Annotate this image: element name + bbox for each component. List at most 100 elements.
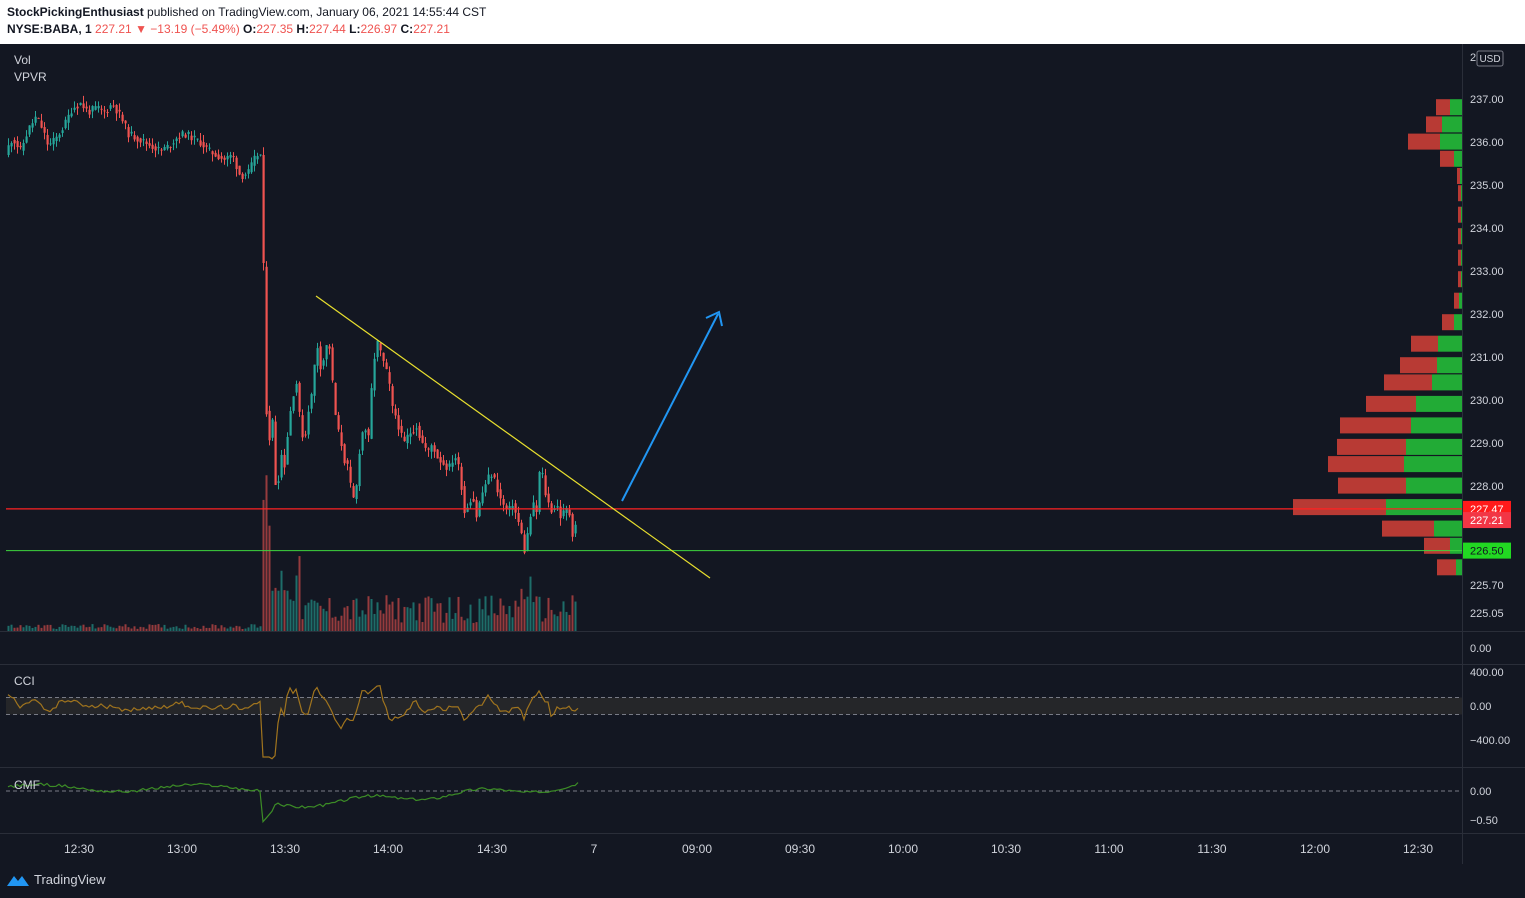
volume-bar	[310, 599, 313, 631]
vpvr-indicator-label[interactable]: VPVR	[14, 70, 47, 84]
volume-bar	[532, 602, 535, 631]
volume-bar	[277, 590, 280, 631]
volume-bar	[499, 598, 502, 631]
candle-body	[484, 484, 487, 493]
volume-bar	[157, 624, 160, 631]
volume-bar	[487, 615, 490, 631]
volume-bar	[187, 627, 190, 631]
vp-up-bar	[1437, 357, 1462, 374]
volume-bar	[358, 616, 361, 631]
close-value: 227.21	[413, 22, 450, 36]
volume-bar	[7, 625, 10, 631]
candle-body	[10, 143, 13, 147]
candle-body	[376, 340, 379, 358]
candle-body	[268, 410, 271, 441]
vol-indicator-label[interactable]: Vol	[14, 53, 31, 67]
chart-area[interactable]: 400.00 0.00 −400.00 0.00 −0.50 237.00 236.00…	[0, 44, 1525, 864]
candle-body	[82, 103, 85, 109]
volume-bar	[508, 606, 511, 631]
candle-body	[223, 157, 226, 160]
volume-bar	[436, 603, 439, 631]
candle-body	[259, 154, 262, 156]
candle-body	[7, 145, 10, 155]
candle-body	[496, 479, 499, 493]
currency-badge[interactable]	[1476, 50, 1504, 67]
price-marker-badge	[1463, 512, 1511, 529]
volume-bar	[103, 624, 106, 631]
volume-bar	[118, 625, 121, 631]
volume-bar	[124, 624, 127, 631]
candle-body	[385, 362, 388, 370]
symbol-label[interactable]: NYSE:BABA, 1	[7, 22, 92, 36]
candle-body	[175, 138, 178, 142]
tradingview-logo-icon[interactable]	[6, 873, 30, 887]
volume-bar	[28, 625, 31, 631]
volume-bar	[463, 620, 466, 631]
volume-bar	[343, 607, 346, 631]
currency-label: USD	[1479, 54, 1500, 65]
volume-bar	[304, 605, 307, 631]
volume-bar	[55, 628, 58, 631]
cmf-tick-label: −0.50	[1470, 815, 1498, 827]
time-tick-label: 14:30	[477, 842, 507, 856]
candle-body	[544, 475, 547, 496]
price-tick-label: 225.05	[1470, 608, 1504, 620]
volume-bar	[379, 610, 382, 631]
candle-body	[289, 411, 292, 436]
volume-bar	[268, 525, 271, 631]
candle-body	[64, 119, 67, 129]
volume-bar	[346, 606, 349, 631]
vp-down-bar	[1366, 395, 1416, 412]
candle-body	[520, 522, 523, 534]
volume-bar	[148, 624, 151, 631]
candle-body	[22, 142, 25, 151]
cmf-indicator-label[interactable]: CMF	[14, 778, 40, 792]
candle-body	[310, 394, 313, 409]
volume-bar	[502, 605, 505, 631]
volume-bar	[556, 616, 559, 631]
vp-up-bar	[1460, 168, 1462, 184]
price-tick-label: 231.00	[1470, 352, 1504, 364]
volume-bar	[169, 627, 172, 631]
candle-body	[247, 169, 250, 174]
candle-body	[43, 127, 46, 133]
volume-bar	[193, 626, 196, 631]
volume-bar	[331, 617, 334, 631]
volume-bar	[403, 606, 406, 631]
volume-bar	[202, 625, 205, 631]
price-tick-top: 2	[1470, 52, 1476, 64]
arrow-head[interactable]	[705, 310, 723, 327]
candle-body	[124, 120, 127, 124]
candle-body	[451, 462, 454, 467]
volume-bar	[313, 600, 316, 631]
cci-indicator-label[interactable]: CCI	[14, 674, 35, 688]
volume-bar	[109, 626, 112, 631]
candle-body	[463, 486, 466, 514]
volume-bar	[94, 628, 97, 631]
price-axis[interactable]: 237.00 236.00 235.00 234.00 233.00 232.00 231.…	[1463, 94, 1511, 655]
vp-down-bar	[1382, 520, 1434, 537]
volume-bar	[220, 625, 223, 631]
candle-body	[274, 421, 277, 485]
cmf-tick-label: 0.00	[1470, 786, 1491, 798]
candle-body	[346, 460, 349, 464]
volume-bar	[82, 624, 85, 631]
volume-bar	[25, 625, 28, 631]
vp-up-bar	[1461, 206, 1462, 223]
time-axis[interactable]: 12:30 13:00 13:30 14:00 14:30 7 09:00 09:30 10:0…	[64, 842, 1433, 856]
candle-body	[322, 360, 325, 366]
time-tick-label: 14:00	[373, 842, 403, 856]
candle-body	[34, 116, 37, 123]
candle-body	[388, 372, 391, 384]
candle-body	[133, 135, 136, 140]
vp-up-bar	[1450, 537, 1462, 554]
candle-body	[433, 445, 436, 452]
candle-body	[559, 506, 562, 519]
candle-body	[100, 108, 103, 110]
breakout-arrow[interactable]	[621, 310, 723, 502]
descending-trendline[interactable]	[315, 295, 711, 579]
author-name[interactable]: StockPickingEnthusiast	[7, 5, 144, 19]
candle-body	[136, 136, 139, 142]
tradingview-brand[interactable]: TradingView	[34, 872, 106, 887]
arrow-shaft[interactable]	[621, 313, 719, 502]
